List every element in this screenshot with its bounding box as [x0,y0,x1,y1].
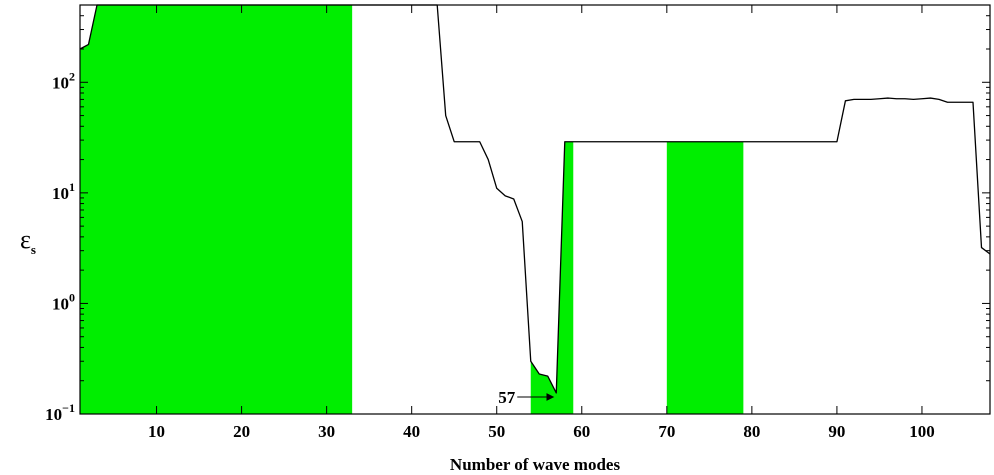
x-tick-label: 10 [148,422,165,441]
x-tick-label: 30 [318,422,335,441]
y-axis-label-main: ε [20,225,31,254]
x-tick-label: 50 [488,422,505,441]
annotation-label: 57 [498,388,516,407]
shaded-region-3 [666,141,744,415]
shaded-regions [80,5,744,415]
y-axis: 10−1 100 101 102 [45,4,990,424]
x-tick-label: 70 [658,422,675,441]
series-layer [79,4,991,394]
x-axis-label: Number of wave modes [450,455,621,474]
x-tick-label: 100 [909,422,935,441]
x-tick-label: 60 [573,422,590,441]
x-tick-label: 90 [828,422,845,441]
shaded-region-1 [80,5,353,414]
y-tick-label: 101 [52,180,75,203]
x-tick-label: 40 [403,422,420,441]
y-tick-label: 10−1 [45,401,75,424]
x-tick-label: 20 [233,422,250,441]
y-axis-label-sub: s [31,242,36,257]
y-axis-label: εs [20,225,36,257]
series-line [79,4,991,394]
x-axis: 10 20 30 40 50 60 70 80 90 100 [148,5,935,441]
x-tick-label: 80 [743,422,760,441]
annotations: 57 [498,388,555,407]
y-tick-label: 100 [52,290,75,313]
shaded-region-2 [530,141,574,415]
y-tick-label: 102 [52,69,75,92]
